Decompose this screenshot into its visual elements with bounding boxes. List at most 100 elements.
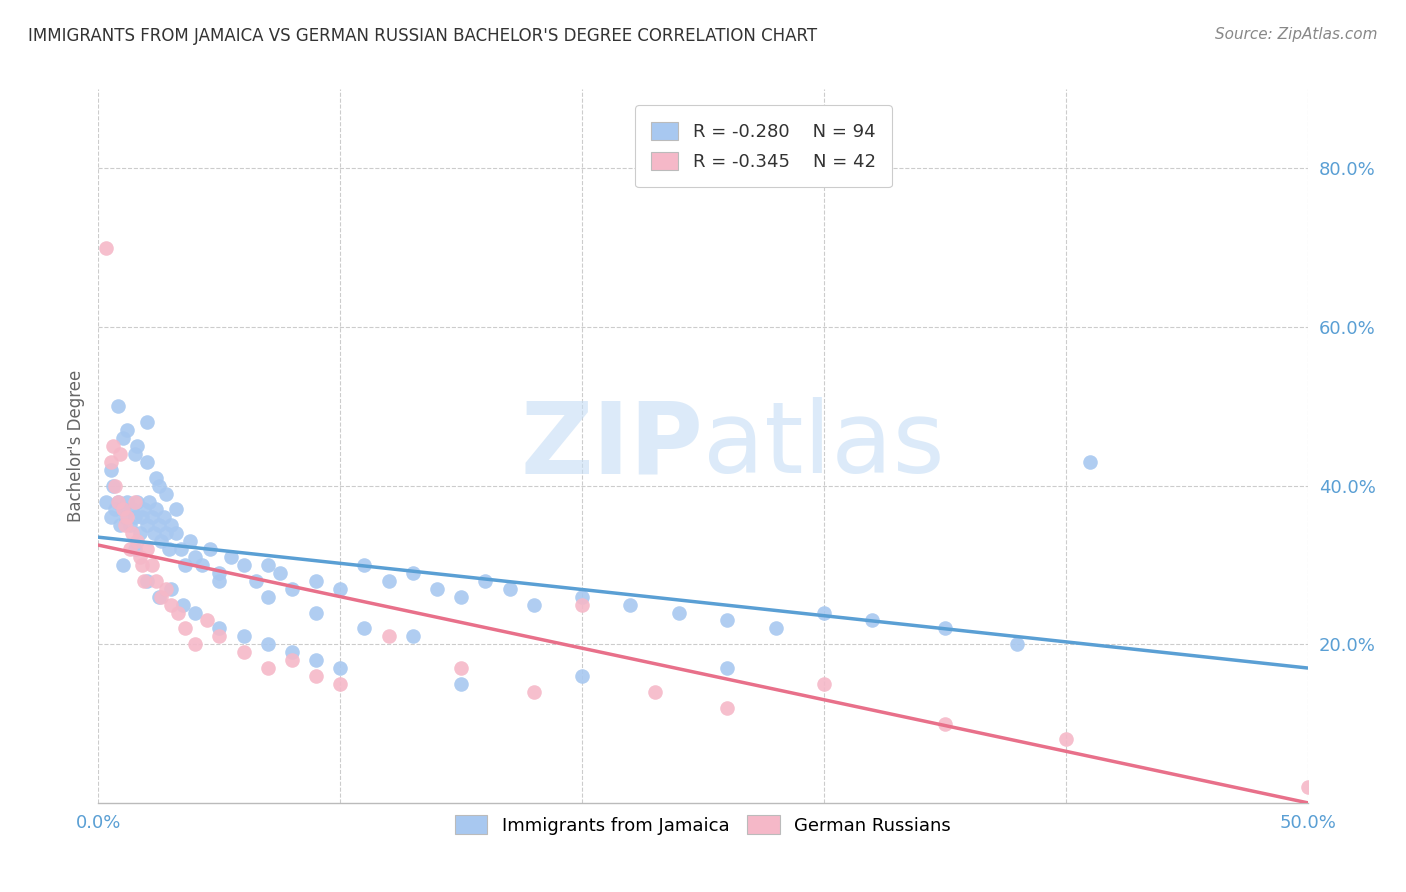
Point [571,669,593,683]
Point [145,574,167,588]
Point [1296,780,1319,794]
Point [107,494,129,508]
Point [716,661,738,675]
Point [128,526,150,541]
Point [150,534,173,549]
Point [134,502,156,516]
Point [571,598,593,612]
Point [148,518,170,533]
Point [191,558,214,572]
Point [141,558,163,572]
Point [148,478,170,492]
Point [160,582,183,596]
Text: Source: ZipAtlas.com: Source: ZipAtlas.com [1215,27,1378,42]
Point [150,590,173,604]
Point [184,549,207,564]
Point [256,661,278,675]
Point [155,486,177,500]
Point [131,510,153,524]
Point [114,510,136,524]
Point [111,558,134,572]
Point [377,629,399,643]
Point [135,542,157,557]
Text: IMMIGRANTS FROM JAMAICA VS GERMAN RUSSIAN BACHELOR'S DEGREE CORRELATION CHART: IMMIGRANTS FROM JAMAICA VS GERMAN RUSSIA… [28,27,817,45]
Point [127,534,149,549]
Point [256,558,278,572]
Point [1078,455,1101,469]
Point [208,566,231,580]
Point [160,598,183,612]
Point [152,510,174,524]
Point [716,614,738,628]
Point [94,241,117,255]
Point [474,574,496,588]
Point [108,447,131,461]
Point [934,621,956,635]
Point [107,494,129,508]
Point [232,629,254,643]
Point [172,598,194,612]
Point [179,534,201,549]
Point [668,606,690,620]
Point [174,558,197,572]
Point [101,439,124,453]
Point [765,621,787,635]
Point [232,558,254,572]
Point [450,590,472,604]
Point [94,494,117,508]
Point [353,558,375,572]
Point [377,574,399,588]
Point [256,590,278,604]
Point [134,574,156,588]
Point [155,526,177,541]
Point [281,645,304,659]
Point [281,653,304,667]
Point [269,566,291,580]
Point [716,700,738,714]
Point [117,494,139,508]
Point [195,614,218,628]
Point [135,518,157,533]
Point [107,400,129,414]
Point [523,685,546,699]
Point [208,629,231,643]
Point [111,431,134,445]
Point [127,439,149,453]
Point [498,582,520,596]
Point [167,606,190,620]
Point [329,661,352,675]
Text: atlas: atlas [703,398,945,494]
Point [184,606,207,620]
Point [143,526,166,541]
Point [124,510,146,524]
Point [157,542,180,557]
Point [124,494,146,508]
Point [111,502,134,516]
Point [1007,637,1029,651]
Point [305,574,328,588]
Point [232,645,254,659]
Point [165,526,187,541]
Point [160,518,183,533]
Point [329,582,352,596]
Point [118,518,141,533]
Text: ZIP: ZIP [520,398,703,494]
Point [100,463,122,477]
Point [619,598,641,612]
Point [860,614,883,628]
Point [208,574,231,588]
Point [145,471,167,485]
Point [135,574,157,588]
Point [118,542,141,557]
Legend: Immigrants from Jamaica, German Russians: Immigrants from Jamaica, German Russians [446,806,960,844]
Y-axis label: Bachelor's Degree: Bachelor's Degree [66,370,84,522]
Point [100,510,122,524]
Point [450,677,472,691]
Point [135,415,157,429]
Point [111,502,134,516]
Point [128,549,150,564]
Point [127,494,149,508]
Point [174,621,197,635]
Point [165,502,187,516]
Point [402,629,425,643]
